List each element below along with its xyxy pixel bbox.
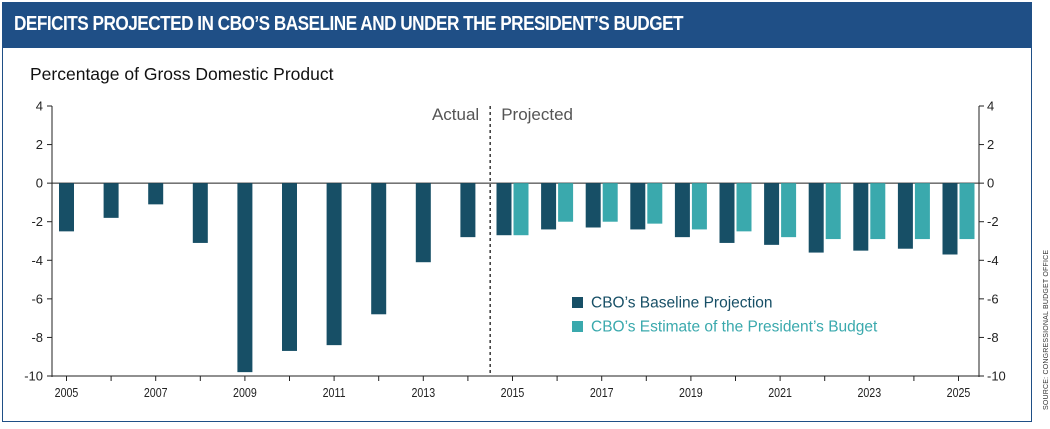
bar-baseline-2019 xyxy=(674,183,690,238)
y-tick-label-right: -4 xyxy=(987,253,999,268)
y-tick-label-left: 4 xyxy=(36,99,43,114)
bar-president-budget-2017 xyxy=(602,183,618,222)
x-tick-label: 2015 xyxy=(501,385,525,400)
bar-president-budget-2021 xyxy=(781,183,797,238)
x-tick-label: 2025 xyxy=(947,385,971,400)
bar-baseline-2018 xyxy=(630,183,646,230)
legend-swatch-baseline xyxy=(572,297,583,308)
bar-baseline-2015 xyxy=(496,183,512,236)
bar-baseline-2016 xyxy=(541,183,557,230)
y-tick-label-right: -6 xyxy=(987,291,999,306)
bar-baseline-2014 xyxy=(460,183,476,238)
x-tick-label: 2019 xyxy=(679,385,703,400)
bar-baseline-2024 xyxy=(897,183,913,249)
bar-baseline-2020 xyxy=(719,183,735,243)
bar-president-budget-2023 xyxy=(870,183,886,240)
actual-label: Actual xyxy=(432,105,479,124)
bar-president-budget-2016 xyxy=(558,183,574,222)
legend-swatch-president-budget xyxy=(572,321,583,332)
y-tick-label-left: 2 xyxy=(36,137,43,152)
bar-baseline-2008 xyxy=(192,183,208,243)
chart-legend: CBO’s Baseline Projection CBO’s Estimate … xyxy=(572,295,878,336)
title-bar: DEFICITS PROJECTED IN CBO’S BASELINE AND… xyxy=(2,2,1032,48)
bar-baseline-2025 xyxy=(942,183,958,255)
bar-baseline-2007 xyxy=(148,183,164,205)
legend-label-president-budget: CBO’s Estimate of the President’s Budget xyxy=(591,319,878,336)
bar-president-budget-2019 xyxy=(691,183,707,230)
x-tick-label: 2009 xyxy=(233,385,257,400)
y-tick-label-left: -8 xyxy=(31,330,43,345)
bar-baseline-2021 xyxy=(764,183,780,245)
y-tick-label-left: -2 xyxy=(31,214,43,229)
y-tick-label-right: 0 xyxy=(987,176,994,191)
bar-baseline-2005 xyxy=(59,183,74,232)
y-tick-label-left: -10 xyxy=(24,369,43,384)
bar-president-budget-2022 xyxy=(825,183,841,240)
bar-president-budget-2020 xyxy=(736,183,752,232)
bar-baseline-2022 xyxy=(808,183,824,253)
bar-baseline-2023 xyxy=(853,183,869,251)
x-tick-label: 2007 xyxy=(144,385,168,400)
projected-label: Projected xyxy=(501,105,573,124)
bar-president-budget-2015 xyxy=(513,183,529,236)
bar-baseline-2017 xyxy=(585,183,601,228)
y-tick-label-left: -4 xyxy=(31,253,43,268)
x-tick-label: 2021 xyxy=(768,385,792,400)
chart-labels: 4 4 2 2 0 0 -2 -2 -4 -4 -6 -6 -8 -8 -10 -10 2005 2007 2009… xyxy=(24,99,1006,401)
bar-president-budget-2025 xyxy=(959,183,975,240)
bar-baseline-2010 xyxy=(282,183,297,351)
y-tick-label-right: 4 xyxy=(987,99,994,114)
bar-baseline-2011 xyxy=(326,183,342,346)
bar-president-budget-2024 xyxy=(914,183,930,240)
x-tick-label: 2017 xyxy=(590,385,614,400)
bar-baseline-2012 xyxy=(371,183,387,315)
bar-president-budget-2018 xyxy=(647,183,663,224)
y-tick-label-left: -6 xyxy=(31,291,43,306)
chart-title: DEFICITS PROJECTED IN CBO’S BASELINE AND… xyxy=(14,13,684,35)
x-tick-label: 2023 xyxy=(857,385,881,400)
bar-baseline-2006 xyxy=(103,183,119,218)
y-tick-label-right: -2 xyxy=(987,214,999,229)
x-tick-label: 2005 xyxy=(55,385,79,400)
chart-bars xyxy=(59,183,975,373)
legend-label-baseline: CBO’s Baseline Projection xyxy=(591,295,773,312)
y-tick-label-left: 0 xyxy=(36,176,43,191)
y-tick-label-right: -8 xyxy=(987,330,999,345)
x-tick-label: 2013 xyxy=(411,385,435,400)
x-tick-label: 2011 xyxy=(323,385,346,400)
y-tick-label-right: 2 xyxy=(987,137,994,152)
y-axis-title: Percentage of Gross Domestic Product xyxy=(30,64,334,84)
bar-baseline-2009 xyxy=(237,183,253,373)
bar-baseline-2013 xyxy=(415,183,431,263)
y-tick-label-right: -10 xyxy=(987,369,1006,384)
chart-axes xyxy=(47,105,984,381)
